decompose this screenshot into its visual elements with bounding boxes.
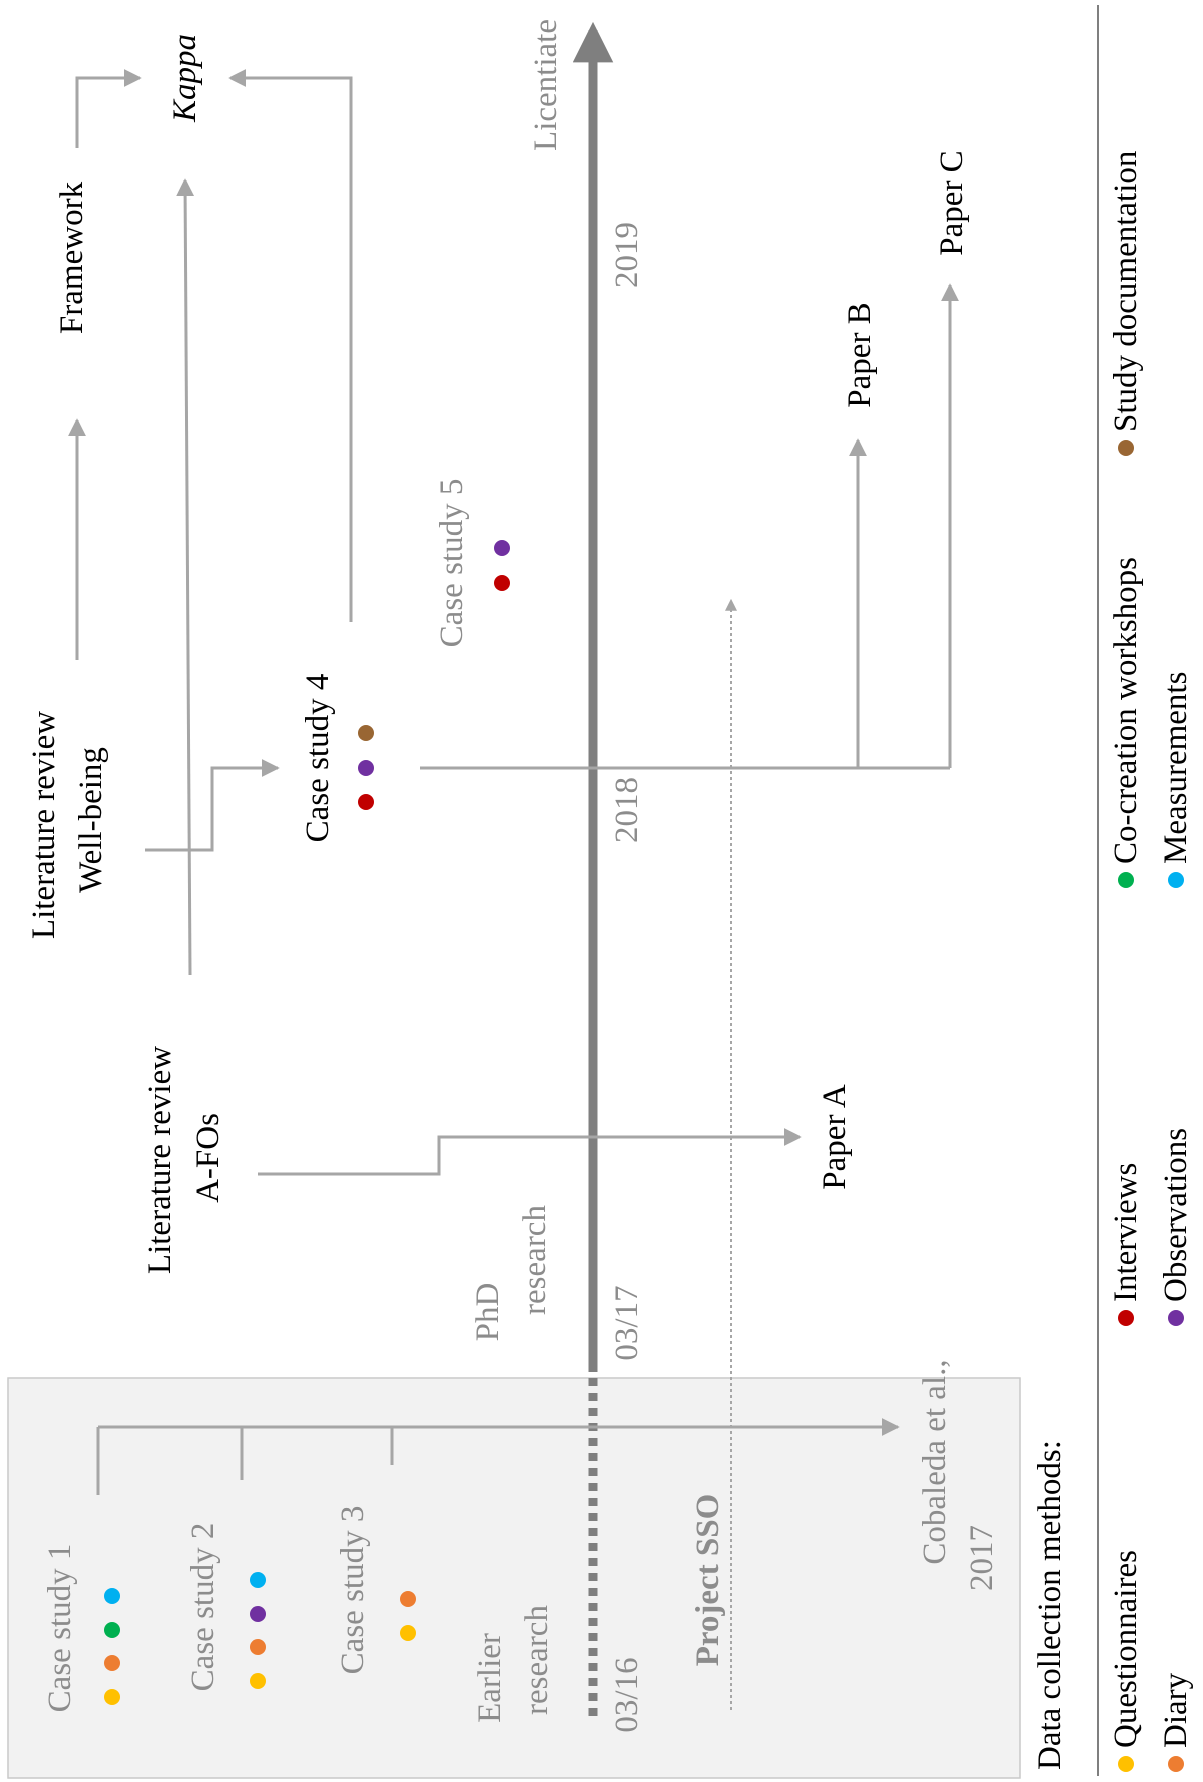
case1-questionnaires-dot: [104, 1689, 120, 1705]
case1-measurements-dot: [104, 1588, 120, 1604]
earlier-label-line2: research: [519, 1605, 555, 1715]
legend-cocreation-label: Co-creation workshops: [1108, 557, 1144, 864]
legend-study-documentation-dot: [1118, 440, 1134, 456]
cobaleda-line1: Cobaleda et al.,: [917, 1359, 953, 1564]
case2-label: Case study 2: [185, 1523, 221, 1692]
project-sso-label: Project SSO: [690, 1494, 726, 1667]
start-phd-date: 03/17: [609, 1285, 645, 1360]
case4-to-kappa-arrow: [228, 69, 353, 622]
lit-wb-line2: Well-being: [73, 747, 109, 893]
paper-c-label: Paper C: [934, 150, 970, 255]
phd-label-line1: PhD: [470, 1283, 506, 1342]
case5-interviews-dot: [494, 575, 510, 591]
lit-wb-line1: Literature review: [26, 711, 62, 939]
lit-wb-to-kappa-arrow: [176, 178, 195, 976]
year-2018: 2018: [609, 777, 645, 843]
legend-diary-dot: [1168, 1756, 1184, 1772]
case1-dots: [104, 1588, 120, 1705]
legend-measurements-label: Measurements: [1158, 672, 1194, 864]
case4-study-documentation-dot: [358, 725, 374, 741]
case2-measurements-dot: [250, 1572, 266, 1588]
lit-afo-line1: Literature review: [142, 1046, 178, 1274]
lit-afo-to-paper-a-arrow: [258, 1128, 802, 1176]
legend-questionnaires-label: Questionnaires: [1108, 1550, 1144, 1748]
case3-dots: [400, 1591, 416, 1641]
legend-interviews-label: Interviews: [1108, 1163, 1144, 1302]
case5-observations-dot: [494, 540, 510, 556]
case3-questionnaires-dot: [400, 1625, 416, 1641]
case2-diary-dot: [250, 1639, 266, 1655]
start-early-date: 03/16: [609, 1657, 645, 1732]
lit-wb-to-case4-arrow: [145, 759, 280, 852]
case3-diary-dot: [400, 1591, 416, 1607]
legend-observations-dot: [1168, 1310, 1184, 1326]
case2-observations-dot: [250, 1606, 266, 1622]
case5-label: Case study 5: [434, 479, 470, 648]
case4-label: Case study 4: [300, 674, 336, 843]
paper-a-label: Paper A: [817, 1084, 853, 1190]
case4-observations-dot: [358, 760, 374, 776]
case1-label: Case study 1: [42, 1544, 78, 1713]
case1-diary-dot: [104, 1655, 120, 1671]
earlier-research-area: [7, 1377, 1021, 1779]
case3-label: Case study 3: [335, 1506, 371, 1675]
case1-cocreation-dot: [104, 1622, 120, 1638]
kappa-label: Kappa: [167, 34, 203, 123]
licentiate-label: Licentiate: [528, 19, 564, 151]
legend-measurements-dot: [1168, 872, 1184, 888]
earlier-label-line1: Earlier: [472, 1633, 508, 1723]
case4-dots: [358, 725, 374, 810]
lit-afo-line2: A-FOs: [190, 1113, 226, 1203]
legend-diary-label: Diary: [1158, 1672, 1194, 1748]
case2-dots: [250, 1572, 266, 1689]
legend-interviews-dot: [1118, 1310, 1134, 1326]
paper-b-label: Paper B: [842, 302, 878, 407]
legend-cocreation-dot: [1118, 872, 1134, 888]
case5-dots: [494, 540, 510, 591]
framework-label: Framework: [54, 181, 90, 334]
legend-title: Data collection methods:: [1032, 1440, 1068, 1770]
case4-interviews-dot: [358, 794, 374, 810]
year-2019: 2019: [609, 222, 645, 288]
framework-to-kappa-arrow: [75, 69, 142, 148]
phd-label-line2: research: [517, 1205, 553, 1315]
cobaleda-line2: 2017: [964, 1525, 1000, 1591]
legend-questionnaires-dot: [1118, 1756, 1134, 1772]
legend: Data collection methods: Questionnaires …: [1032, 151, 1194, 1772]
case2-questionnaires-dot: [250, 1673, 266, 1689]
legend-observations-label: Observations: [1158, 1128, 1194, 1302]
legend-study-documentation-label: Study documentation: [1108, 151, 1144, 432]
